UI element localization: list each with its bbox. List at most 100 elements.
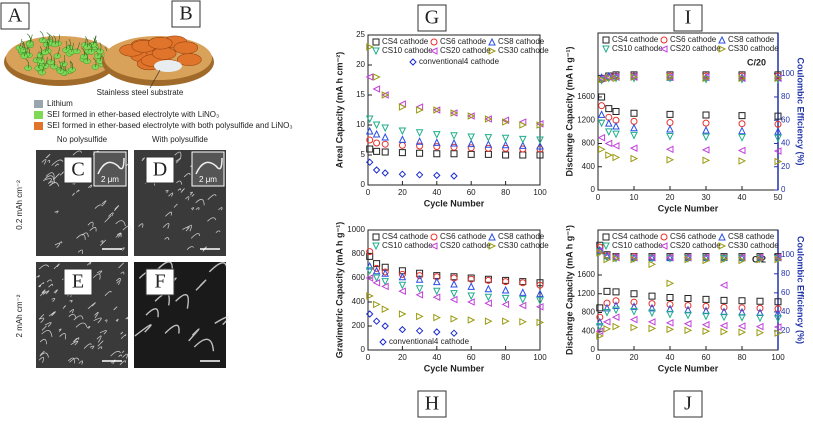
- y2-tick-label: 60: [781, 115, 790, 124]
- marker: [666, 124, 674, 133]
- marker: [720, 327, 729, 336]
- marker: [647, 318, 656, 326]
- texture: [88, 184, 93, 189]
- marker: [398, 127, 407, 136]
- marker: [596, 243, 604, 251]
- marker: [415, 285, 424, 293]
- chart: 0 20 40 60 80 100 0 400 800 1200 1600 Cycle Number D…: [564, 225, 805, 373]
- texture: [182, 226, 190, 232]
- texture: [195, 279, 207, 291]
- marker: [702, 125, 710, 134]
- y-tick-label: 400: [352, 297, 366, 306]
- marker: [773, 253, 782, 262]
- marker: [774, 298, 782, 306]
- marker: [433, 106, 441, 114]
- legend-marker: [718, 232, 726, 241]
- legend-text: CS6 cathode: [670, 232, 717, 241]
- texture: [51, 298, 56, 302]
- marker: [484, 317, 493, 326]
- panel-label-box: [0, 2, 30, 30]
- texture: [86, 326, 91, 329]
- marker: [648, 292, 656, 300]
- marker: [597, 74, 606, 83]
- marker: [702, 327, 711, 336]
- texture: [54, 242, 61, 249]
- marker: [381, 305, 390, 314]
- lithium-whisker: [40, 52, 43, 62]
- texture: [164, 324, 180, 334]
- lithium-whisker: [57, 34, 60, 44]
- legend-marker: [430, 233, 438, 241]
- texture: [54, 210, 59, 214]
- marker: [611, 313, 620, 321]
- marker: [774, 134, 782, 143]
- marker: [373, 73, 381, 81]
- marker: [372, 274, 381, 283]
- texture: [72, 192, 75, 196]
- marker: [373, 300, 381, 309]
- texture: [38, 284, 42, 288]
- x-tick-label: 20: [398, 188, 407, 197]
- legend-marker: [372, 38, 380, 46]
- annotation: C/20: [747, 57, 766, 67]
- marker: [519, 279, 527, 287]
- legend-text: CS20 cathode: [670, 44, 721, 53]
- legend-text: CS10 cathode: [612, 44, 663, 53]
- marker: [502, 118, 510, 126]
- marker: [666, 301, 674, 309]
- y2-tick-label: 100: [781, 69, 795, 78]
- texture: [218, 207, 223, 211]
- lithium-whisker: [39, 31, 44, 41]
- marker: [398, 281, 407, 290]
- texture: [67, 357, 75, 364]
- texture: [40, 289, 46, 297]
- legend-text: CS8 cathode: [728, 232, 775, 241]
- marker: [432, 287, 441, 296]
- lithium-whisker: [19, 38, 23, 49]
- texture: [51, 311, 55, 316]
- marker: [467, 150, 475, 158]
- marker: [398, 272, 407, 281]
- texture: [38, 356, 45, 363]
- marker: [432, 293, 441, 302]
- plot-frame: [367, 34, 541, 186]
- marker: [519, 121, 527, 129]
- x-tick-label: 100: [533, 353, 547, 362]
- legend-text: CS8 cathode: [728, 35, 775, 44]
- marker: [502, 317, 510, 326]
- marker: [666, 325, 675, 334]
- x-axis-label: Cycle Number: [658, 363, 719, 373]
- marker: [611, 141, 620, 150]
- marker: [684, 301, 692, 309]
- y-tick-label: 1600: [577, 92, 595, 101]
- schematic-a: [4, 31, 116, 86]
- legend-text: CS4 cathode: [382, 37, 429, 46]
- texture: [41, 159, 47, 165]
- marker: [683, 319, 692, 328]
- marker: [398, 287, 406, 296]
- lithium-whisker: [45, 56, 48, 66]
- marker: [366, 310, 374, 318]
- inset-scale: 2 μm: [101, 175, 119, 184]
- x-axis-label: Cycle Number: [658, 203, 719, 213]
- marker: [450, 150, 458, 158]
- marker: [519, 151, 527, 159]
- legend-marker: [488, 37, 496, 46]
- texture: [113, 306, 118, 311]
- sei-particle: [151, 47, 177, 60]
- marker: [365, 267, 374, 275]
- marker: [738, 134, 746, 142]
- legend-swatch: [34, 111, 43, 119]
- x-tick-label: 100: [533, 188, 547, 197]
- texture: [186, 246, 194, 251]
- texture: [46, 279, 52, 283]
- marker: [719, 281, 728, 290]
- lithium-whisker: [41, 63, 46, 73]
- marker: [605, 151, 613, 159]
- marker: [720, 313, 728, 322]
- marker: [484, 144, 492, 152]
- lithium-whisker: [76, 42, 80, 52]
- marker: [366, 136, 374, 144]
- marker: [598, 145, 606, 154]
